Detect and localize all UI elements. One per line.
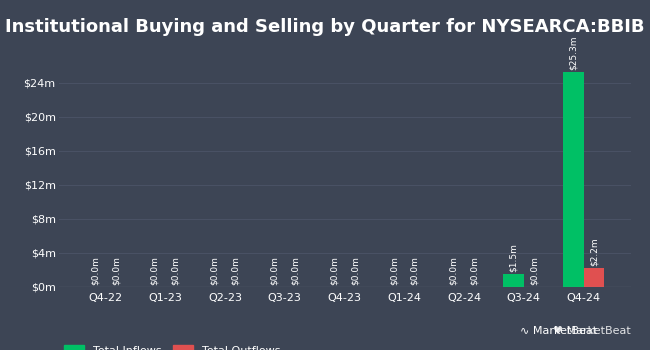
Text: $0.0m: $0.0m [231,256,240,285]
Text: $0.0m: $0.0m [410,256,419,285]
Text: $2.2m: $2.2m [590,238,599,266]
Text: $0.0m: $0.0m [449,256,458,285]
Text: $0.0m: $0.0m [270,256,279,285]
Text: $0.0m: $0.0m [330,256,339,285]
Legend: Total Inflows, Total Outflows: Total Inflows, Total Outflows [64,345,280,350]
Bar [563,72,584,287]
Text: $0.0m: $0.0m [150,256,159,285]
Text: $1.5m: $1.5m [509,243,518,272]
Text: Institutional Buying and Selling by Quarter for NYSEARCA:BBIB: Institutional Buying and Selling by Quar… [5,18,645,35]
Bar [503,274,524,287]
Text: $25.3m: $25.3m [569,35,578,70]
Text: $0.0m: $0.0m [90,256,99,285]
Text: $0.0m: $0.0m [350,256,359,285]
Text: $0.0m: $0.0m [389,256,398,285]
Text: $0.0m: $0.0m [210,256,219,285]
Text: $0.0m: $0.0m [111,256,120,285]
Text: ♥ MarketBeat: ♥ MarketBeat [552,326,630,336]
Text: $0.0m: $0.0m [171,256,180,285]
Text: $0.0m: $0.0m [470,256,479,285]
Text: ∿ MarketBeat: ∿ MarketBeat [520,326,597,336]
Text: $0.0m: $0.0m [530,256,539,285]
Bar [584,268,605,287]
Text: $0.0m: $0.0m [291,256,300,285]
